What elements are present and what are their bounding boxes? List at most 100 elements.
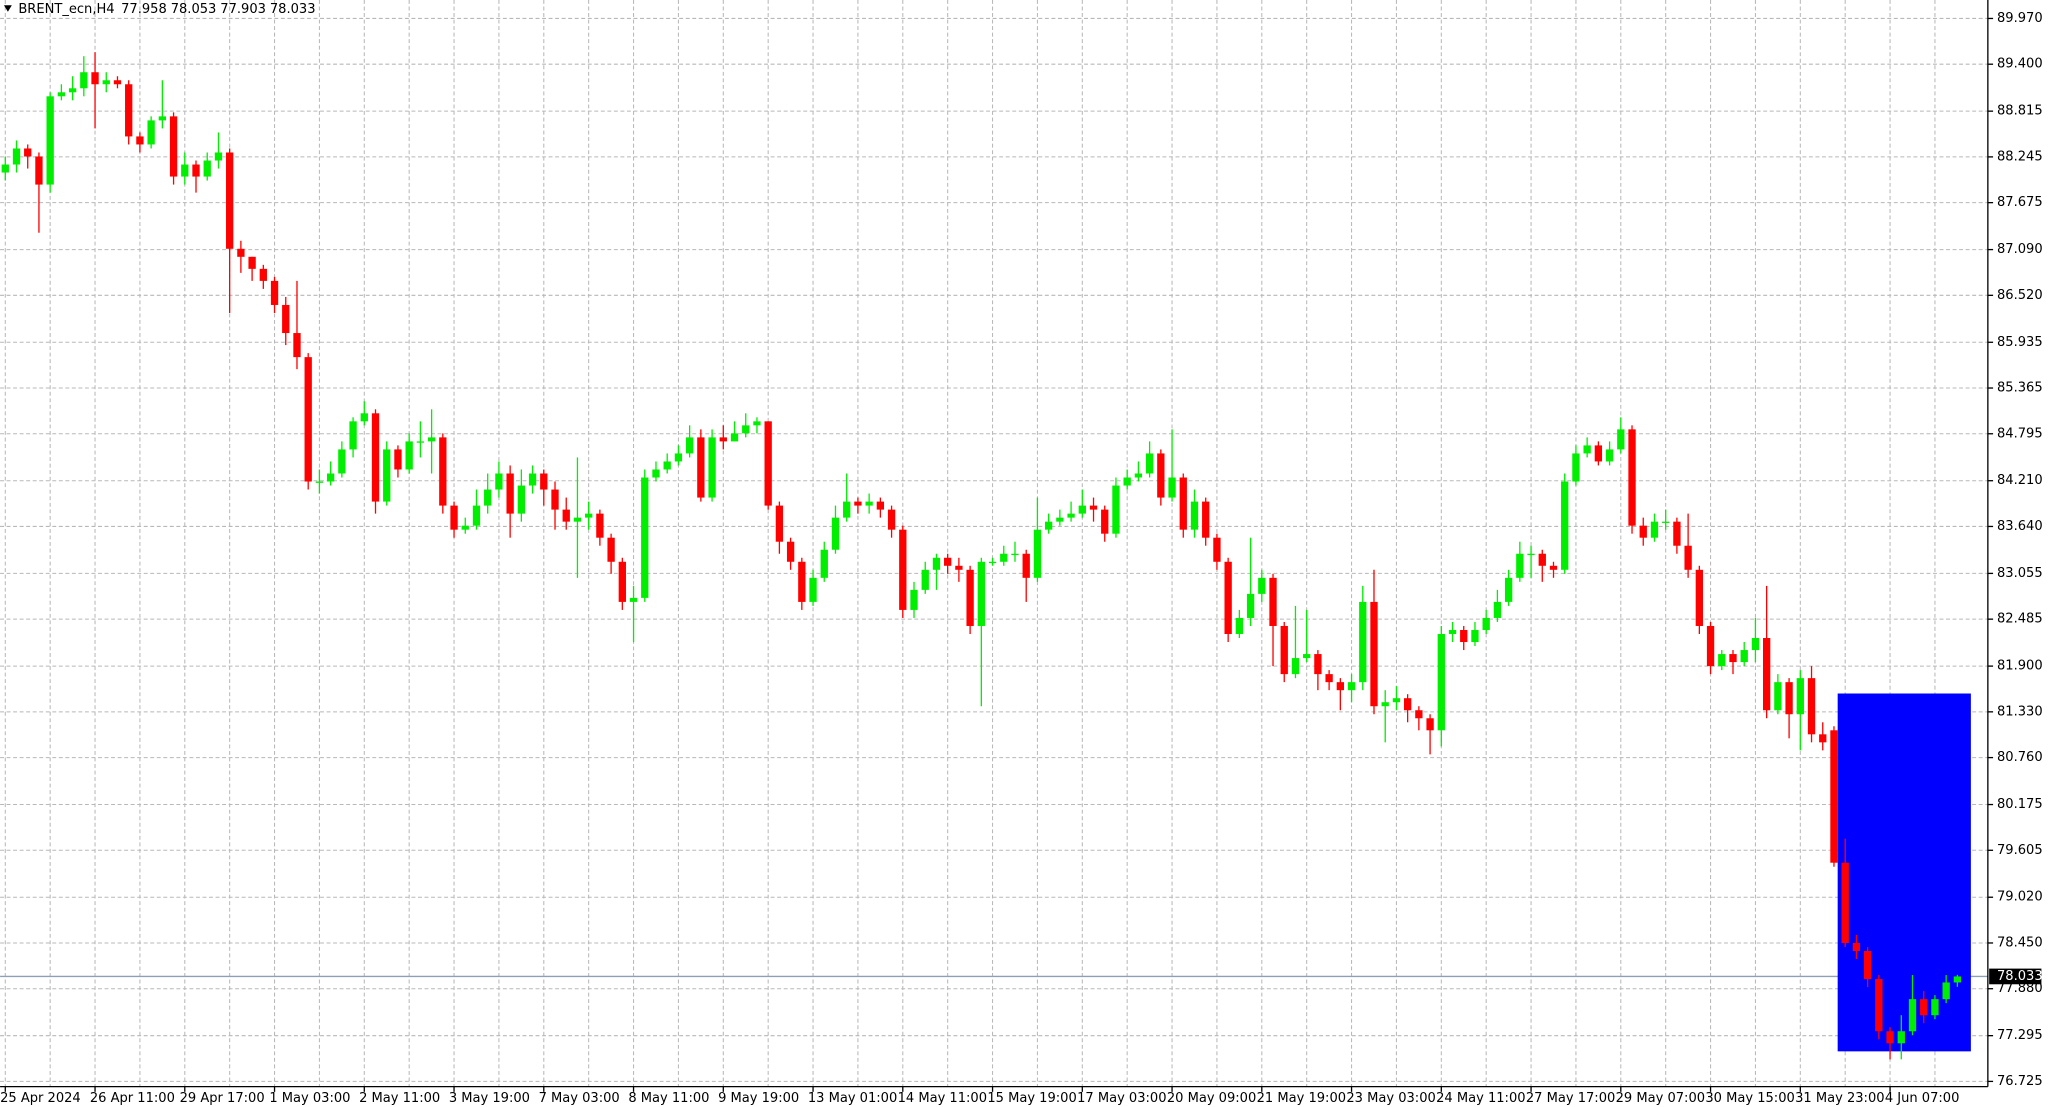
candle-body <box>820 549 828 578</box>
candle-body <box>966 569 974 626</box>
close: 78.033 <box>270 2 316 17</box>
high: 78.053 <box>171 2 217 17</box>
header-arrow[interactable] <box>3 5 12 12</box>
candle-body <box>1 164 9 173</box>
candle-body <box>1886 1031 1894 1044</box>
x-tick-label: 13 May 01:00 <box>808 1091 897 1106</box>
candle-body <box>1572 453 1580 482</box>
y-tick-label: 87.675 <box>1997 195 2043 210</box>
candle-body <box>540 473 548 490</box>
candle-body <box>977 561 985 626</box>
y-tick-label: 85.365 <box>1997 381 2043 396</box>
candle-body <box>1718 654 1726 667</box>
candle-body <box>68 88 77 93</box>
candle-body <box>12 148 21 165</box>
candle-body <box>405 441 413 470</box>
x-tick-label: 29 Apr 17:00 <box>180 1091 265 1106</box>
candle-body <box>1448 629 1457 634</box>
candle-body <box>1650 521 1659 538</box>
candle-body <box>1291 658 1300 675</box>
symbol: BRENT_ecn,H4 <box>18 2 114 17</box>
candle-body <box>102 80 110 85</box>
candle-body <box>237 248 245 257</box>
candle-body <box>1336 682 1344 691</box>
candle-body <box>843 501 851 518</box>
candle-body <box>1583 445 1591 454</box>
candle-body <box>1078 505 1086 514</box>
candle-body <box>1841 862 1849 943</box>
candle-body <box>1123 477 1131 486</box>
candle-body <box>1134 473 1143 478</box>
candle-body <box>192 164 200 177</box>
candle-body <box>495 473 503 490</box>
candle-body <box>91 72 99 85</box>
y-tick-label: 88.245 <box>1997 149 2043 164</box>
x-tick-label: 7 May 03:00 <box>539 1091 620 1106</box>
candle-body <box>1347 682 1356 691</box>
candle-body <box>629 597 638 602</box>
candle-body <box>1022 553 1030 578</box>
candle-body <box>1807 678 1816 735</box>
candle-body <box>551 489 559 510</box>
candle-body <box>57 92 66 97</box>
candle-body <box>1381 702 1389 707</box>
y-tick-label: 82.485 <box>1997 612 2043 627</box>
candle-body <box>876 501 885 510</box>
candle-body <box>1729 654 1737 663</box>
x-tick-label: 31 May 23:00 <box>1795 1091 1884 1106</box>
candle-body <box>158 116 167 121</box>
candle-body <box>1190 501 1199 530</box>
candle-body <box>1504 577 1513 602</box>
candle-body <box>865 501 873 506</box>
y-tick-label: 81.330 <box>1997 704 2043 719</box>
candle-body <box>899 529 907 610</box>
candle-body <box>1460 629 1468 643</box>
candle-body <box>46 96 54 185</box>
candle-body <box>618 561 626 602</box>
x-tick-label: 15 May 19:00 <box>987 1091 1076 1106</box>
x-tick-label: 25 Apr 2024 <box>0 1091 81 1106</box>
candle-body <box>1011 553 1019 556</box>
candle-body <box>1269 577 1277 626</box>
x-tick-label: 30 May 15:00 <box>1705 1091 1794 1106</box>
candle-body <box>1112 485 1120 534</box>
candle-body <box>439 437 447 506</box>
candle-body <box>1482 617 1490 630</box>
candle-body <box>641 477 649 598</box>
y-tick-label: 85.935 <box>1997 335 2043 350</box>
candle-body <box>1179 477 1187 530</box>
candle-body <box>1549 565 1558 570</box>
y-tick-label: 76.725 <box>1997 1074 2043 1089</box>
candle-body <box>1796 678 1804 715</box>
x-tick-label: 24 May 11:00 <box>1436 1091 1525 1106</box>
x-tick-label: 3 May 19:00 <box>449 1091 530 1106</box>
candle-body <box>730 433 739 442</box>
candle-body <box>697 437 705 498</box>
candle-body <box>1875 979 1883 1032</box>
candle-body <box>652 469 660 478</box>
candle-body <box>248 256 256 269</box>
candle-body <box>113 80 122 85</box>
candle-body <box>1605 449 1614 462</box>
candle-body <box>562 509 570 522</box>
rectangle-object[interactable] <box>1837 693 1971 1052</box>
candle-body <box>1538 553 1546 566</box>
candle-body <box>573 517 582 522</box>
y-tick-label: 80.175 <box>1997 797 2043 812</box>
candle-body <box>663 461 671 470</box>
y-tick-label: 77.880 <box>1997 981 2043 996</box>
candle-body <box>1213 537 1221 562</box>
candle-body <box>304 357 312 482</box>
candle-body <box>764 421 772 506</box>
candle-body <box>1516 553 1524 578</box>
candle-body <box>1280 625 1288 675</box>
candle-body <box>416 441 425 443</box>
candle-body <box>259 268 267 281</box>
candle-body <box>528 473 537 486</box>
candle-body <box>80 72 88 89</box>
x-tick-label: 4 Jun 07:00 <box>1885 1091 1960 1106</box>
candle-body <box>1246 593 1255 618</box>
x-tick-label: 1 May 03:00 <box>269 1091 350 1106</box>
